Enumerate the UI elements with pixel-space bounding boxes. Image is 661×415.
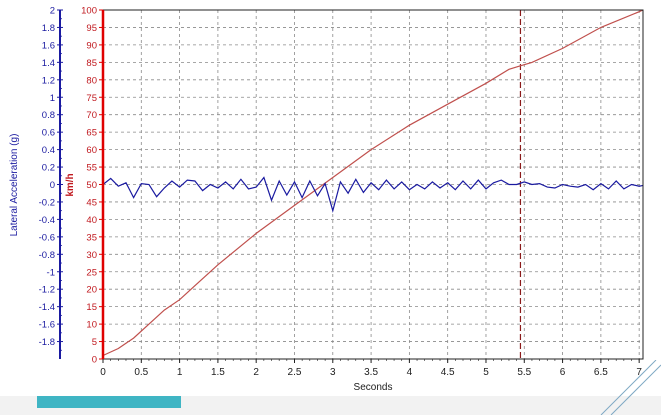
left-tick-label: 1.4 — [42, 58, 55, 69]
grid — [103, 10, 643, 359]
speed-tick-label: 75 — [86, 93, 97, 104]
x-tick-label: 4.5 — [441, 367, 455, 378]
speed-tick-label: 85 — [86, 58, 97, 69]
left-tick-label: 1.2 — [42, 75, 55, 86]
left-tick-label: -1.8 — [39, 337, 55, 348]
left-tick-label: 0.8 — [42, 110, 55, 121]
x-tick-label: 1 — [177, 367, 183, 378]
speed-tick-label: 90 — [86, 40, 97, 51]
speed-tick-label: 60 — [86, 145, 97, 156]
left-tick-label: 0.4 — [42, 145, 55, 156]
teal-accent-bar — [37, 396, 181, 408]
x-tick-label: 6.5 — [594, 367, 608, 378]
x-tick-label: 1.5 — [211, 367, 225, 378]
right-axis: 1009590858075706560555045403530252015105… — [81, 6, 105, 366]
x-axis-title: Seconds — [354, 382, 393, 393]
x-tick-label: 2.5 — [288, 367, 302, 378]
speed-tick-label: 5 — [92, 337, 97, 348]
speed-tick-label: 55 — [86, 163, 97, 174]
speed-tick-label: 65 — [86, 128, 97, 139]
speed-tick-label: 45 — [86, 197, 97, 208]
speed-tick-label: 0 — [92, 355, 97, 366]
left-tick-label: -1.6 — [39, 320, 55, 331]
speed-tick-label: 70 — [86, 110, 97, 121]
x-tick-label: 5.5 — [517, 367, 531, 378]
left-tick-label: 0 — [50, 180, 55, 191]
left-tick-label: -0.6 — [39, 232, 55, 243]
left-axis-title: Lateral Acceleration (g) — [9, 134, 20, 237]
x-tick-label: 7 — [636, 367, 642, 378]
left-tick-label: -1 — [47, 267, 55, 278]
speed-tick-label: 10 — [86, 320, 97, 331]
x-axis: 0 0.5 1 1.5 2 2.5 3 3.5 4 4.5 5 5.5 6 6.5 7 — [100, 359, 642, 378]
series-line-right — [102, 9, 644, 357]
left-tick-label: 1.6 — [42, 40, 55, 51]
speed-tick-label: 30 — [86, 250, 97, 261]
slash-line-2 — [610, 364, 661, 415]
left-tick-label: -0.2 — [39, 197, 55, 208]
speed-tick-label: 25 — [86, 267, 97, 278]
x-tick-label: 0 — [100, 367, 106, 378]
x-tick-label: 6 — [560, 367, 566, 378]
chart: 2 1.8 1.6 1.4 1.2 1 0.8 0.6 0.4 0.2 0 -0.2 -0.4 -0.6 -… — [9, 6, 644, 393]
speed-tick-label: 20 — [86, 285, 97, 296]
left-axis: 2 1.8 1.6 1.4 1.2 1 0.8 0.6 0.4 0.2 0 -0.2 -0.4 -0.6 -… — [39, 6, 63, 359]
left-tick-label: -1.4 — [39, 302, 55, 313]
left-tick-label: 1 — [50, 93, 55, 104]
speed-tick-label: 40 — [86, 215, 97, 226]
x-tick-label: 3 — [330, 367, 336, 378]
left-tick-label: 2 — [50, 6, 55, 17]
speed-tick-label: 80 — [86, 75, 97, 86]
left-tick-label: 0.6 — [42, 128, 55, 139]
slash-decoration — [600, 360, 661, 415]
x-tick-label: 3.5 — [364, 367, 378, 378]
x-tick-label: 5 — [483, 367, 489, 378]
speed-tick-label: 95 — [86, 23, 97, 34]
x-tick-label: 4 — [407, 367, 413, 378]
series-line-left — [102, 176, 644, 213]
speed-tick-label: 100 — [81, 6, 97, 17]
slash-line-1 — [600, 360, 657, 415]
left-tick-label: -0.4 — [39, 215, 55, 226]
series-layer — [102, 9, 644, 357]
x-tick-label: 0.5 — [134, 367, 148, 378]
left-tick-label: -1.2 — [39, 285, 55, 296]
speed-tick-label: 50 — [86, 180, 97, 191]
left-tick-label: 1.8 — [42, 23, 55, 34]
left-tick-label: -0.8 — [39, 250, 55, 261]
speed-tick-label: 35 — [86, 232, 97, 243]
speed-tick-label: 15 — [86, 302, 97, 313]
right-axis-title: km/h — [65, 173, 76, 196]
x-tick-label: 2 — [253, 367, 259, 378]
left-tick-label: 0.2 — [42, 163, 55, 174]
